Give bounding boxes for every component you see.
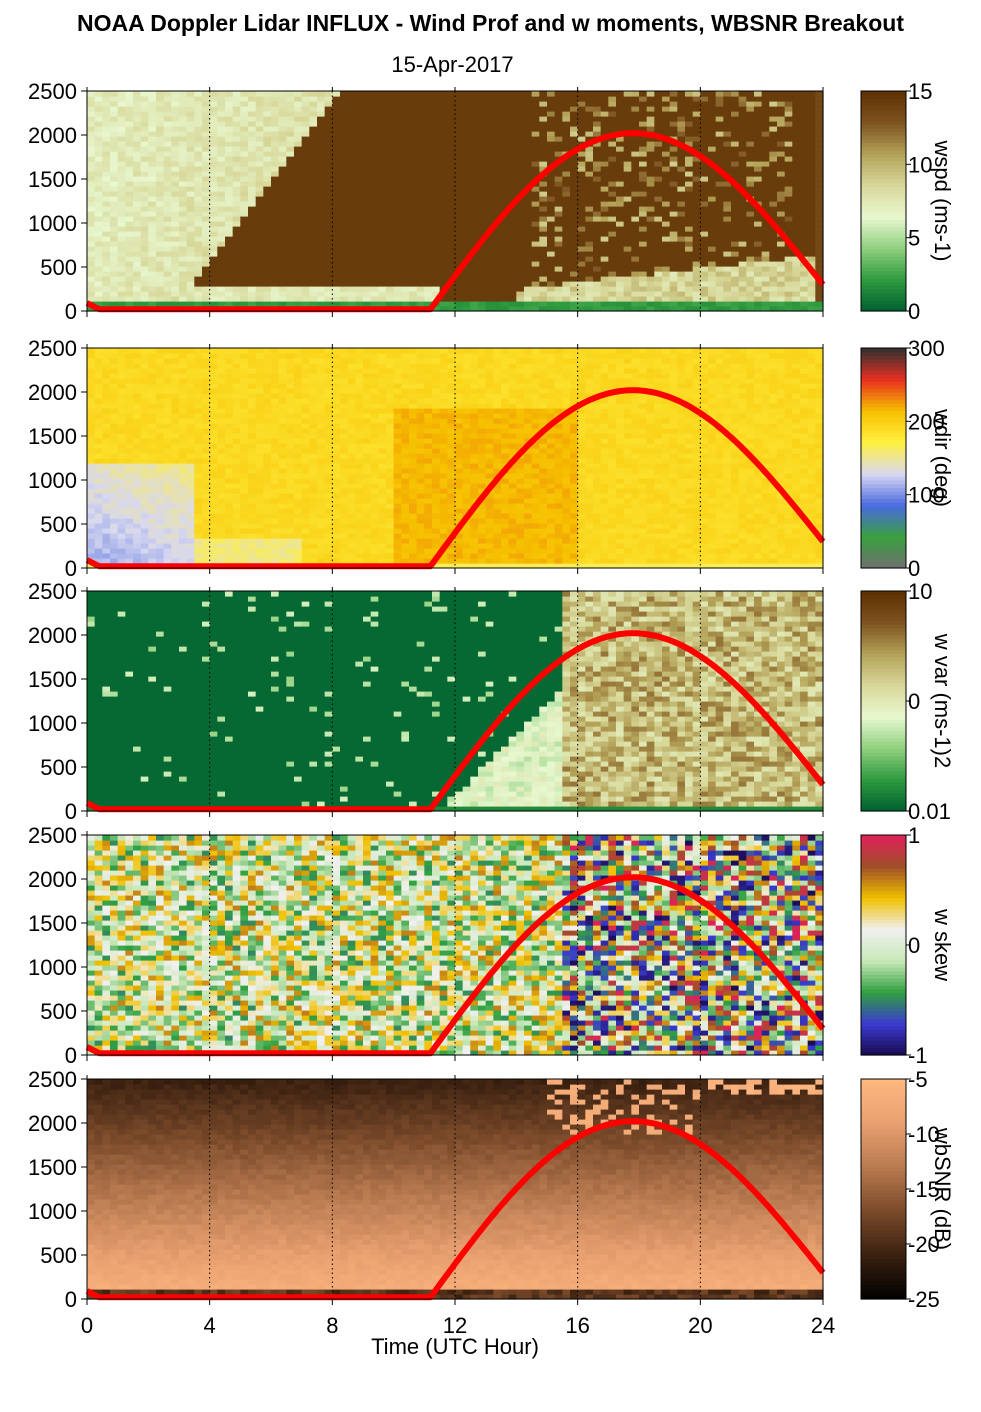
overlay-line (85, 1118, 826, 1301)
y-tick-label: 1500 (28, 1155, 77, 1180)
heatmap-cells (87, 348, 824, 569)
x-tick-label: 24 (811, 1313, 835, 1338)
colorbar-tick-label: 5 (908, 226, 920, 251)
y-tick-label: 0 (65, 299, 77, 324)
y-tick-label: 1000 (28, 955, 77, 980)
y-tick-label: 2000 (28, 623, 77, 648)
y-tick-label: 1000 (28, 468, 77, 493)
colorbar-tick-label: -10 (908, 1122, 940, 1147)
colorbar-tick-label: 10 (908, 579, 932, 604)
y-tick-label: 500 (40, 999, 77, 1024)
heatmap-cells (87, 835, 824, 1056)
y-tick-label: 1000 (28, 1199, 77, 1224)
y-tick-label: 500 (40, 1243, 77, 1268)
y-tick-label: 2000 (28, 867, 77, 892)
colorbar-tick-label: 0 (908, 689, 920, 714)
colorbar-tick-label: 0 (908, 556, 920, 581)
panel-w-var: 0 500 1000 1500 2000 2500 0.01 0 10 w var (ms-1)2 (28, 579, 955, 824)
colorbar-tick-label: 0 (908, 933, 920, 958)
colorbar-frame (860, 90, 907, 312)
colorbar: -1 0 1 w skew (860, 823, 955, 1068)
y-tick-label: 500 (40, 512, 77, 537)
panel-wbSNR: 0 500 1000 1500 2000 2500 0 4 8 12 16 20 24 -25 -20 -15… (28, 1067, 955, 1338)
x-tick-label: 16 (565, 1313, 589, 1338)
colorbar-label: wspd (ms-1) (930, 139, 955, 261)
panel-wspd: 0 500 1000 1500 2000 2500 0 5 10 15 wspd (ms-1) (28, 79, 955, 324)
y-tick-label: 2500 (28, 823, 77, 848)
overlay-line (85, 874, 826, 1057)
figure-subtitle: 15-Apr-2017 (0, 52, 905, 78)
x-axis-label: Time (UTC Hour) (371, 1334, 539, 1359)
colorbar-tick-label: 200 (908, 409, 945, 434)
colorbar-tick-label: -5 (908, 1067, 928, 1092)
y-tick-label: 500 (40, 255, 77, 280)
x-tick-label: 0 (81, 1313, 93, 1338)
overlay-line (85, 130, 826, 313)
x-tick-label: 4 (204, 1313, 216, 1338)
colorbar-tick-label: -1 (908, 1043, 928, 1068)
y-tick-label: 2000 (28, 123, 77, 148)
y-tick-label: 0 (65, 799, 77, 824)
colorbar: 0 100 200 300 wdir (deg) (860, 336, 955, 581)
colorbar: -25 -20 -15 -10 -5 wbSNR (dB) (860, 1067, 955, 1312)
colorbar-tick-label: -20 (908, 1232, 940, 1257)
colorbar-frame (860, 347, 907, 569)
colorbar-label: wdir (deg) (930, 408, 955, 507)
colorbar-tick-label: -15 (908, 1177, 940, 1202)
y-tick-label: 1500 (28, 911, 77, 936)
y-tick-label: 1500 (28, 667, 77, 692)
colorbar-tick-label: 10 (908, 152, 932, 177)
x-tick-label: 20 (688, 1313, 712, 1338)
y-tick-label: 0 (65, 556, 77, 581)
colorbar-tick-label: 15 (908, 79, 932, 104)
y-tick-label: 500 (40, 755, 77, 780)
overlay-line (85, 387, 826, 570)
panel-wdir: 0 500 1000 1500 2000 2500 0 100 200 300 wdir (deg) (28, 336, 955, 581)
panel-w-skew: 0 500 1000 1500 2000 2500 -1 0 1 w skew (28, 823, 955, 1068)
y-tick-label: 2500 (28, 79, 77, 104)
overlay-line (85, 630, 826, 813)
colorbar-label: w var (ms-1)2 (930, 633, 955, 768)
y-tick-label: 2000 (28, 1111, 77, 1136)
figure-title: NOAA Doppler Lidar INFLUX - Wind Prof an… (0, 10, 981, 37)
colorbar-tick-label: 1 (908, 823, 920, 848)
colorbar: 0.01 0 10 w var (ms-1)2 (860, 579, 955, 824)
x-tick-label: 8 (326, 1313, 338, 1338)
y-tick-label: 1500 (28, 167, 77, 192)
y-tick-label: 1000 (28, 211, 77, 236)
colorbar: 0 5 10 15 wspd (ms-1) (860, 79, 955, 324)
y-tick-label: 2500 (28, 579, 77, 604)
y-tick-label: 0 (65, 1043, 77, 1068)
colorbar-tick-label: 0.01 (908, 799, 951, 824)
y-tick-label: 0 (65, 1287, 77, 1312)
heatmap-cells (87, 591, 824, 812)
y-tick-label: 1000 (28, 711, 77, 736)
y-tick-label: 2500 (28, 1067, 77, 1092)
colorbar-tick-label: 0 (908, 299, 920, 324)
y-tick-label: 2000 (28, 380, 77, 405)
heatmap-cells (87, 91, 824, 312)
y-tick-label: 2500 (28, 336, 77, 361)
x-tick-label: 12 (443, 1313, 467, 1338)
colorbar-label: w skew (930, 908, 955, 981)
colorbar-label: wbSNR (dB) (930, 1127, 955, 1250)
colorbar-tick-label: 100 (908, 483, 945, 508)
colorbar-tick-label: 300 (908, 336, 945, 361)
y-tick-label: 1500 (28, 424, 77, 449)
colorbar-tick-label: -25 (908, 1287, 940, 1312)
heatmap-cells (87, 1079, 824, 1300)
